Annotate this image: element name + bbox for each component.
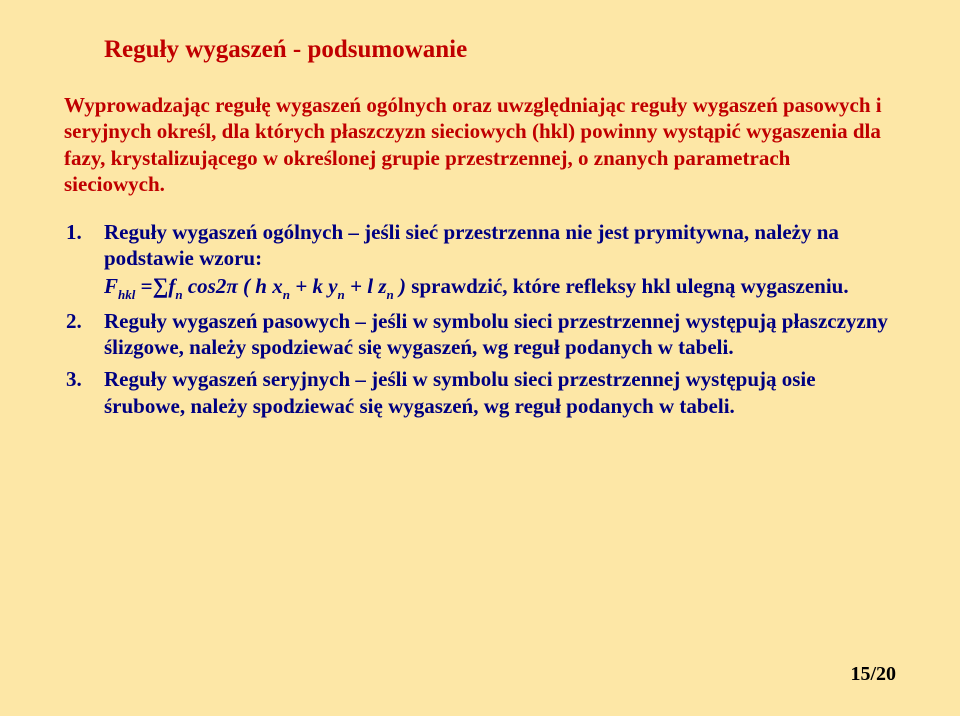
formula-n3: n: [338, 287, 345, 302]
formula-hx: ( h x: [238, 274, 283, 298]
rules-list: Reguły wygaszeń ogólnych – jeśli sieć pr…: [64, 219, 896, 419]
list-item: Reguły wygaszeń ogólnych – jeśli sieć pr…: [64, 219, 896, 302]
formula-ky: + k y: [290, 274, 338, 298]
formula-hkl: hkl: [118, 287, 135, 302]
page-title: Reguły wygaszeń - podsumowanie: [104, 36, 896, 64]
formula-F: F: [104, 274, 118, 298]
intro-paragraph: Wyprowadzając regułę wygaszeń ogólnych o…: [64, 92, 896, 197]
formula: Fhkl =∑fn cos2π ( h xn + k yn + l zn ): [104, 274, 411, 298]
formula-n1: n: [175, 287, 182, 302]
formula-n2: n: [283, 287, 290, 302]
slide-page: Reguły wygaszeń - podsumowanie Wyprowadz…: [0, 0, 960, 716]
formula-eq: =: [135, 274, 152, 298]
formula-cos2: cos2: [183, 274, 227, 298]
formula-lz: + l z: [345, 274, 387, 298]
formula-n4: n: [387, 287, 394, 302]
formula-close: ): [394, 274, 406, 298]
list-item: Reguły wygaszeń seryjnych – jeśli w symb…: [64, 366, 896, 419]
formula-pi: π: [226, 274, 237, 298]
page-number: 15/20: [850, 663, 896, 686]
item1-tail: sprawdzić, które refleksy hkl ulegną wyg…: [411, 274, 848, 298]
list-item: Reguły wygaszeń pasowych – jeśli w symbo…: [64, 308, 896, 361]
sum-symbol: ∑: [153, 273, 169, 298]
item1-lead: Reguły wygaszeń ogólnych – jeśli sieć pr…: [104, 220, 839, 270]
